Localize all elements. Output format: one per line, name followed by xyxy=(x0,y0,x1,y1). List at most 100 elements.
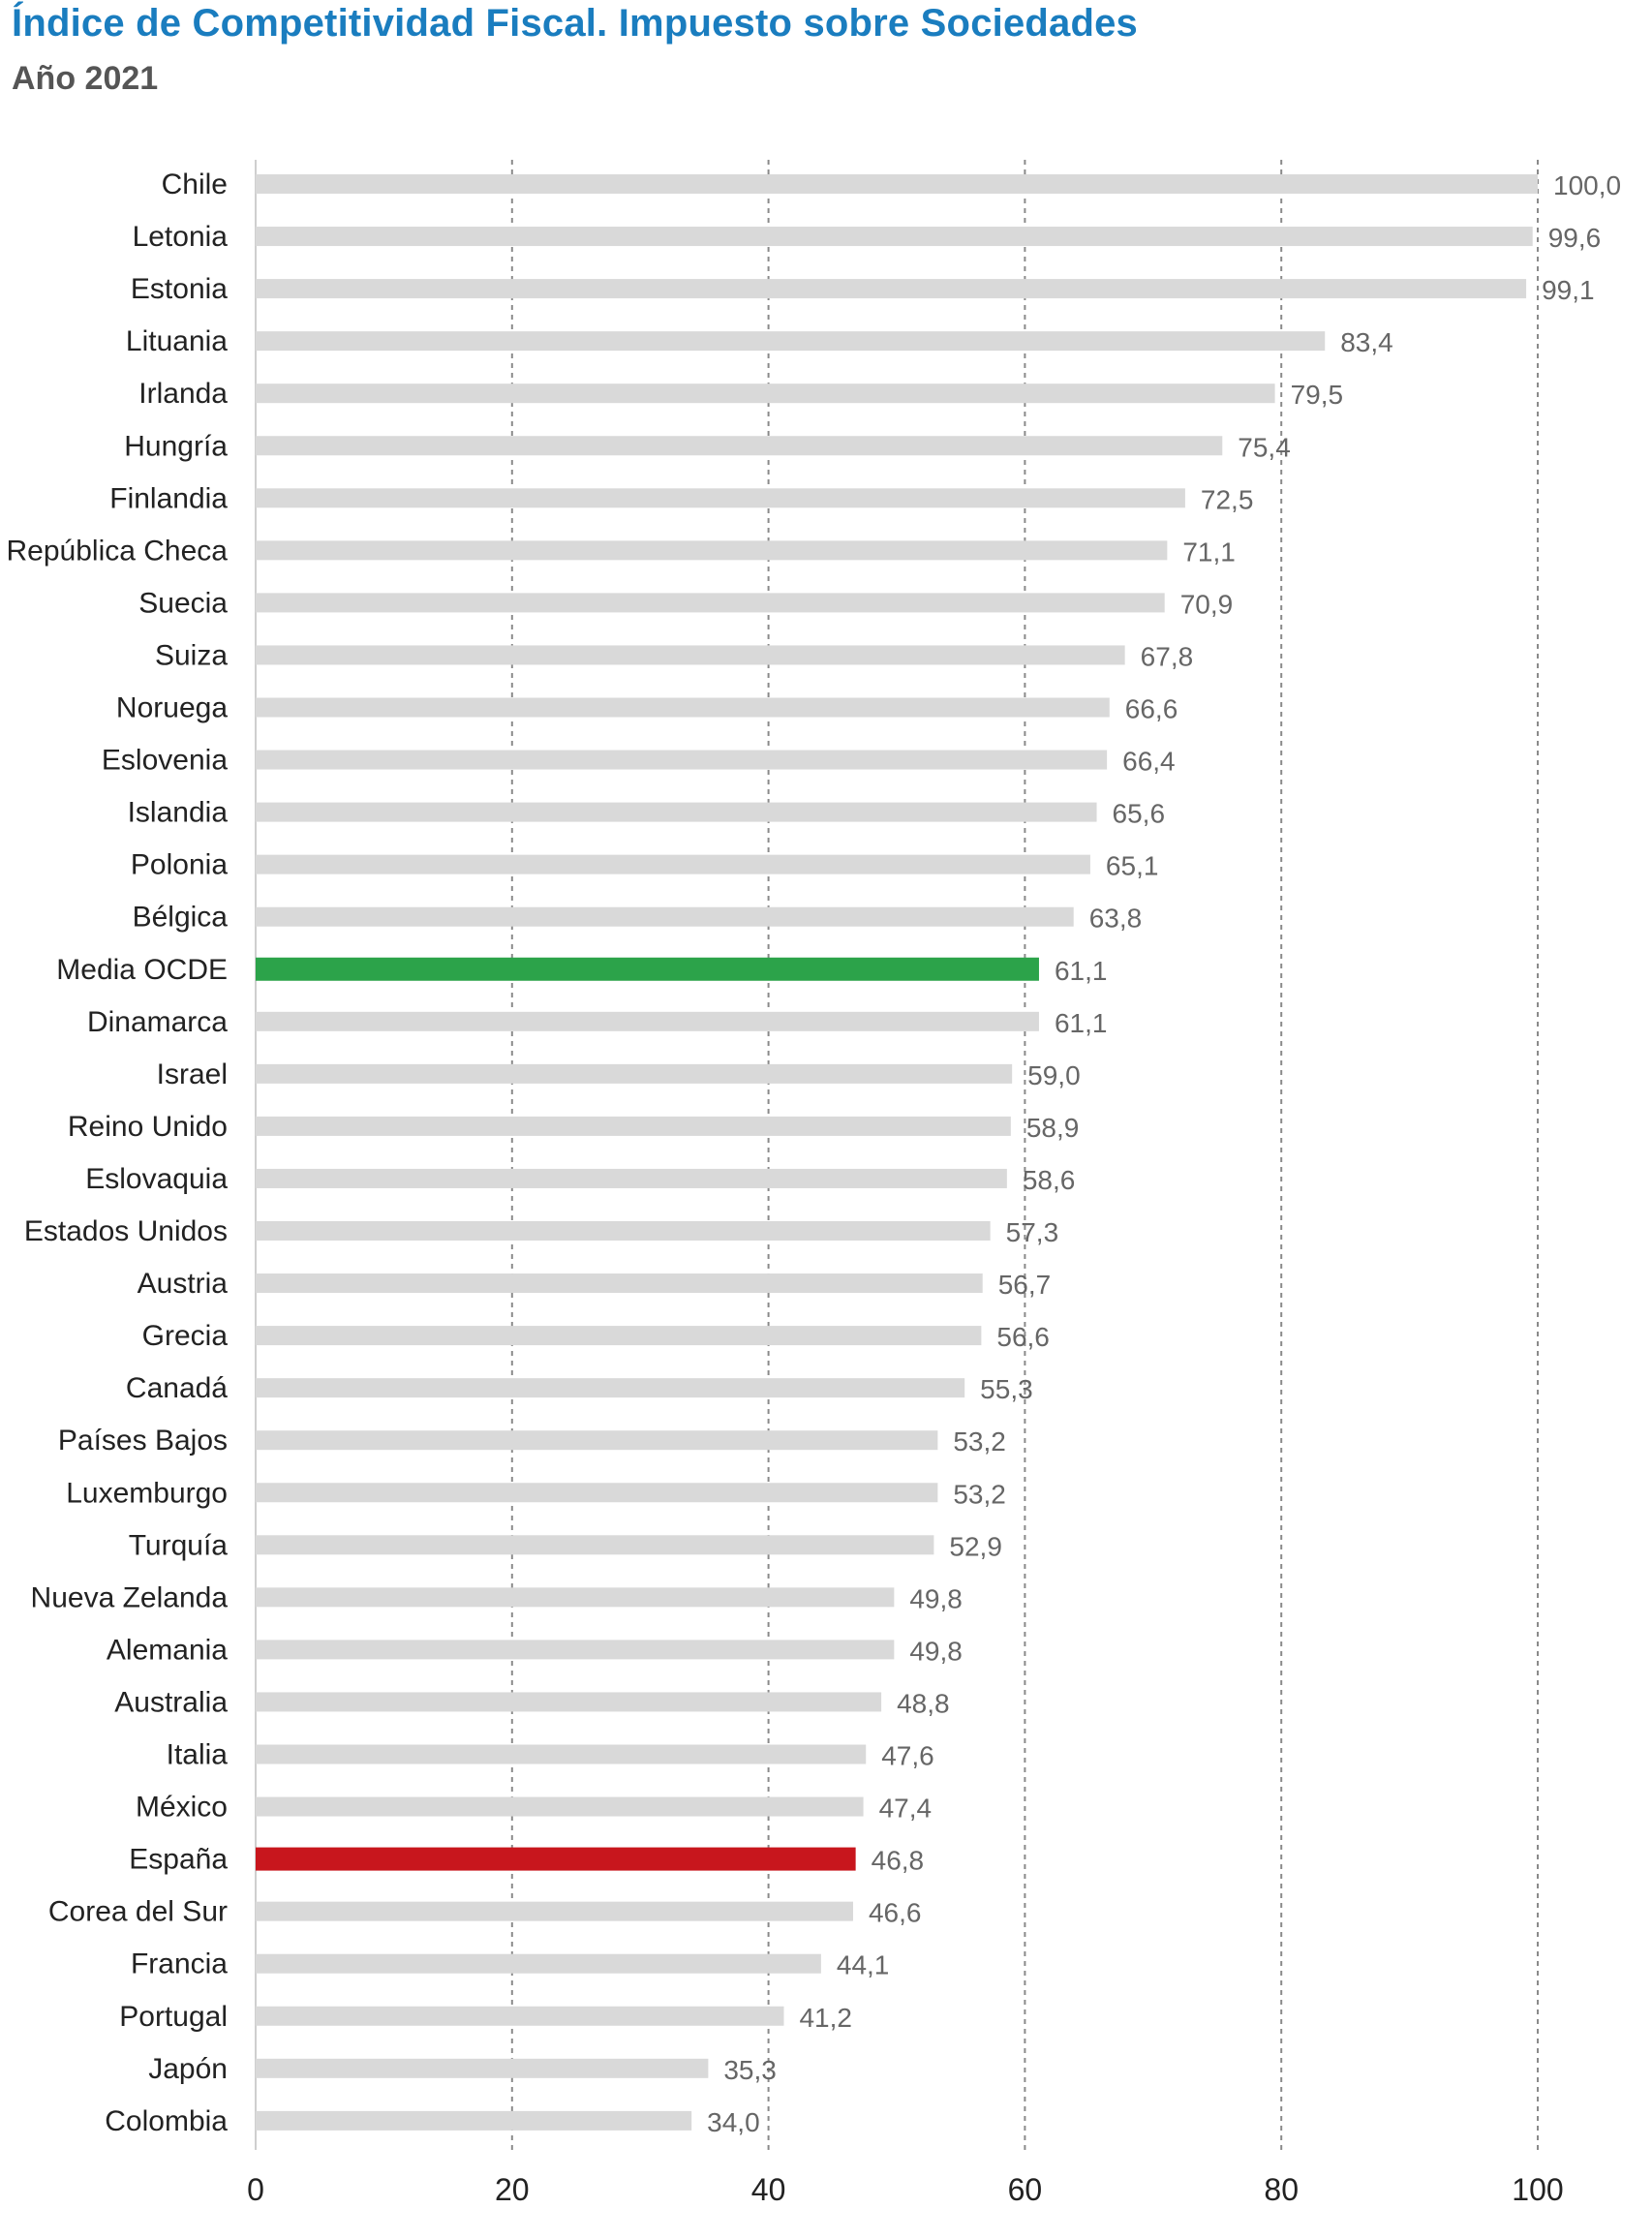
bar xyxy=(256,1116,1011,1136)
value-label: 99,6 xyxy=(1548,223,1602,253)
category-label: Islandia xyxy=(128,797,229,829)
bar xyxy=(256,1953,821,1974)
category-label: Austria xyxy=(138,1268,229,1300)
category-label: Letonia xyxy=(133,221,229,253)
category-label: México xyxy=(136,1792,228,1824)
category-label: Francia xyxy=(131,1948,228,1980)
bar xyxy=(256,383,1275,404)
value-label: 99,1 xyxy=(1542,275,1595,305)
bar xyxy=(256,279,1527,299)
value-label: 53,2 xyxy=(953,1479,1005,1509)
category-label: Luxemburgo xyxy=(66,1477,228,1509)
value-label: 100,0 xyxy=(1553,170,1621,200)
value-label: 49,8 xyxy=(909,1583,963,1613)
value-label: 48,8 xyxy=(897,1688,950,1718)
value-label: 59,0 xyxy=(1027,1060,1081,1090)
value-label: 58,9 xyxy=(1026,1113,1080,1143)
value-label: 55,3 xyxy=(980,1374,1033,1404)
bar xyxy=(256,1483,938,1503)
x-tick-label: 0 xyxy=(247,2172,264,2207)
value-label: 57,3 xyxy=(1006,1217,1059,1247)
value-label: 66,6 xyxy=(1125,694,1178,724)
bar xyxy=(256,1535,934,1555)
chart-subtitle: Año 2021 xyxy=(12,60,159,97)
bar xyxy=(256,1168,1007,1188)
category-label: Estados Unidos xyxy=(24,1215,228,1247)
value-label: 61,1 xyxy=(1055,1008,1108,1038)
value-label: 56,6 xyxy=(996,1322,1050,1352)
bar xyxy=(256,1587,895,1608)
bar xyxy=(256,174,1538,194)
value-label: 53,2 xyxy=(953,1426,1005,1457)
bar xyxy=(256,750,1108,770)
category-label: Portugal xyxy=(119,2001,228,2033)
category-label: Lituania xyxy=(126,325,228,357)
bar xyxy=(256,1430,938,1451)
bar xyxy=(256,488,1185,508)
bar xyxy=(256,1273,983,1294)
value-label: 61,1 xyxy=(1055,956,1108,986)
category-label: Media OCDE xyxy=(56,954,228,986)
value-label: 83,4 xyxy=(1340,327,1393,357)
value-label: 35,3 xyxy=(723,2055,777,2085)
bar xyxy=(256,1378,965,1398)
value-label: 44,1 xyxy=(837,1950,890,1980)
value-label: 56,7 xyxy=(998,1270,1052,1300)
value-label: 72,5 xyxy=(1201,484,1254,514)
bar xyxy=(256,2058,709,2078)
category-label: Suiza xyxy=(155,639,228,671)
bar xyxy=(256,802,1097,822)
value-label: 49,8 xyxy=(909,1636,963,1666)
x-tick-label: 100 xyxy=(1512,2172,1563,2207)
category-label: Turquía xyxy=(129,1529,229,1561)
x-tick-label: 20 xyxy=(495,2172,530,2207)
bar xyxy=(256,227,1533,247)
bar xyxy=(256,331,1326,352)
category-label: Colombia xyxy=(105,2105,228,2137)
category-label: Canadá xyxy=(126,1372,228,1404)
value-label: 70,9 xyxy=(1180,589,1234,619)
bar xyxy=(256,1692,882,1712)
bar xyxy=(256,1744,867,1764)
bar xyxy=(256,957,1039,981)
bar xyxy=(256,2006,784,2026)
bar xyxy=(256,1063,1013,1084)
category-label: Dinamarca xyxy=(87,1006,228,1038)
x-tick-label: 60 xyxy=(1008,2172,1043,2207)
chart-title: Índice de Competitividad Fiscal. Impuest… xyxy=(12,2,1139,45)
bar xyxy=(256,1221,991,1241)
value-label: 79,5 xyxy=(1291,380,1344,410)
value-label: 52,9 xyxy=(949,1531,1002,1561)
category-label: Israel xyxy=(157,1058,228,1090)
category-label: Países Bajos xyxy=(58,1425,228,1457)
category-label: Estonia xyxy=(131,273,228,305)
category-label: Eslovenia xyxy=(102,745,228,777)
category-label: Australia xyxy=(114,1686,228,1718)
bar xyxy=(256,645,1125,665)
value-label: 34,0 xyxy=(707,2107,760,2137)
value-label: 65,6 xyxy=(1113,799,1166,829)
value-label: 65,1 xyxy=(1106,851,1159,881)
category-label: Nueva Zelanda xyxy=(31,1581,229,1613)
value-label: 75,4 xyxy=(1238,432,1291,462)
category-label: Japón xyxy=(148,2053,228,2085)
bar xyxy=(256,1640,895,1660)
category-label: España xyxy=(129,1844,228,1876)
value-label: 63,8 xyxy=(1089,904,1143,934)
value-label: 58,6 xyxy=(1023,1165,1076,1195)
value-label: 66,4 xyxy=(1122,747,1176,777)
bar xyxy=(256,854,1090,874)
bar xyxy=(256,1796,864,1817)
category-label: Hungría xyxy=(124,430,228,462)
value-label: 41,2 xyxy=(799,2003,852,2033)
value-label: 47,4 xyxy=(879,1794,933,1824)
category-label: Corea del Sur xyxy=(48,1896,228,1928)
value-label: 46,8 xyxy=(872,1846,925,1876)
category-label: República Checa xyxy=(7,535,229,567)
category-label: Alemania xyxy=(107,1634,228,1666)
bar xyxy=(256,593,1165,613)
category-label: Eslovaquia xyxy=(85,1163,228,1195)
value-label: 71,1 xyxy=(1182,537,1236,567)
bar xyxy=(256,1326,982,1346)
